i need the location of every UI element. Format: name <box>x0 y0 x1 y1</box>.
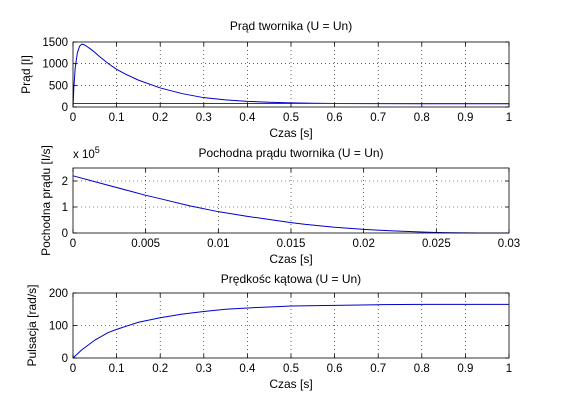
chart-title: Prąd twornika (U = Un) <box>230 19 352 33</box>
x-tick-label: 1 <box>506 363 512 375</box>
y-tick-label: 2 <box>62 176 68 188</box>
x-tick-label: 0.5 <box>283 112 299 124</box>
series-line-1 <box>72 43 509 108</box>
x-tick-label: 0.4 <box>239 363 256 375</box>
x-tick-label: 0.8 <box>414 112 430 124</box>
y-tick-label: 0 <box>62 228 68 240</box>
x-tick-label: 0.3 <box>196 363 212 375</box>
x-tick-label: 0.6 <box>327 112 343 124</box>
x-axis-label: Czas [s] <box>269 377 312 391</box>
axis-multiplier: x 105 <box>73 145 100 161</box>
x-tick-label: 0.025 <box>422 238 451 250</box>
x-tick-label: 0 <box>70 238 76 250</box>
grid <box>73 168 509 233</box>
x-tick-label: 0.7 <box>370 363 386 375</box>
x-tick-label: 0.8 <box>414 363 430 375</box>
x-tick-label: 0.4 <box>239 112 256 124</box>
y-tick-label: 100 <box>49 321 68 333</box>
x-tick-label: 0.7 <box>370 112 386 124</box>
x-tick-label: 0 <box>70 112 76 124</box>
y-tick-label: 1 <box>62 202 68 214</box>
x-tick-label: 0.1 <box>109 112 125 124</box>
axis-multiplier-base: x 10 <box>73 149 95 161</box>
y-axis-label: Pulsacja [rad/s] <box>25 284 39 366</box>
grid <box>73 42 509 107</box>
x-axis-label: Czas [s] <box>269 126 312 140</box>
chart-title: Prędkośc kątowa (U = Un) <box>221 272 361 286</box>
chart-panel-2: 0 0.005 0.01 0.015 0.02 0.025 0.03 0 1 2 Pochodna … <box>39 145 520 266</box>
y-axis-label: Pochodna prądu [I/s] <box>39 145 53 256</box>
chart-title: Pochodna prądu twornika (U = Un) <box>198 146 383 160</box>
chart-panel-1: 0 0.1 0.2 0.3 0.4 0.5 0.6 0.7 0.8 0.9 1 0 500 1000 150… <box>19 19 512 140</box>
x-tick-label: 0.9 <box>457 112 473 124</box>
x-tick-label: 0.2 <box>152 363 168 375</box>
x-axis-label: Czas [s] <box>269 252 312 266</box>
x-tick-label: 0.1 <box>109 363 125 375</box>
x-tick-label: 0.015 <box>277 238 306 250</box>
x-tick-label: 0.3 <box>196 112 212 124</box>
x-tick-label: 0.2 <box>152 112 168 124</box>
x-tick-label: 0.9 <box>457 363 473 375</box>
x-tick-label: 1 <box>506 112 512 124</box>
x-tick-label: 0.005 <box>131 238 160 250</box>
y-tick-label: 0 <box>62 353 68 365</box>
y-tick-label: 500 <box>49 80 68 92</box>
x-tick-label: 0.6 <box>327 363 343 375</box>
chart-panel-3: 0 0.1 0.2 0.3 0.4 0.5 0.6 0.7 0.8 0.9 1 0 100 200 Pręd… <box>25 272 512 391</box>
x-tick-label: 0.03 <box>498 238 520 250</box>
x-tick-label: 0 <box>70 363 76 375</box>
x-tick-label: 0.02 <box>352 238 374 250</box>
y-axis-label: Prąd [I] <box>19 55 33 94</box>
y-tick-label: 200 <box>49 288 68 300</box>
y-tick-label: 1000 <box>42 59 68 71</box>
series-line-1 <box>72 303 509 359</box>
x-tick-label: 0.01 <box>207 238 229 250</box>
grid <box>73 293 509 358</box>
x-tick-label: 0.5 <box>283 363 299 375</box>
y-tick-label: 0 <box>62 102 68 114</box>
axis-multiplier-exponent: 5 <box>95 145 100 155</box>
y-tick-label: 1500 <box>42 37 68 49</box>
